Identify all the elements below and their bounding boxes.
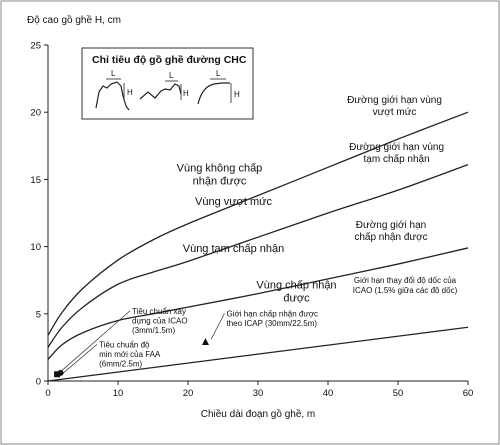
region-excessive: Vùng vượt mức xyxy=(195,196,272,208)
y-tick-label: 25 xyxy=(30,41,41,52)
point-faa xyxy=(57,369,64,376)
region-unacceptable: Vùng không chấp nhận được xyxy=(177,162,263,187)
region-excessive-line: Vùng vượt mức xyxy=(195,196,272,208)
region-tolerable-line: Vùng tạm chấp nhận xyxy=(183,243,285,255)
note-faa-leader xyxy=(63,344,98,374)
label-excessive-limit: Đường giới hạn vùng vượt mức xyxy=(347,95,442,118)
inset-label-h-1: H xyxy=(127,88,133,97)
series-line-2 xyxy=(47,164,469,348)
inset-label-h-2: H xyxy=(183,89,189,98)
region-unacceptable-line: Vùng không chấp xyxy=(177,162,263,174)
roughness-criteria-inset: Chỉ tiêu độ gồ ghề đường CHC L H L H L H xyxy=(81,47,254,120)
label-excessive-limit-line: vượt mức xyxy=(373,107,417,118)
y-axis-title: Độ cao gồ ghề H, cm xyxy=(27,14,121,26)
region-acceptable: Vùng chấp nhận được xyxy=(256,279,336,304)
x-tick-label: 20 xyxy=(183,388,194,399)
note-icap-leader xyxy=(210,313,225,340)
note-icao: Tiêu chuẩn xây dựng của ICAO (3mm/1.5m) xyxy=(132,307,188,335)
note-faa: Tiêu chuẩn độ min mới của FAA (6mm/2.5m) xyxy=(99,340,161,368)
note-icap: Giới hạn chấp nhận được theo ICAP (30mm/2… xyxy=(227,309,318,328)
label-acceptable-limit-line: chấp nhận được xyxy=(354,231,427,243)
inset-label-l-2: L xyxy=(169,71,174,80)
inset-label-h-3: H xyxy=(234,90,240,99)
x-tick-label: 0 xyxy=(45,388,50,399)
note-icao-leader xyxy=(58,310,131,374)
inset-label-l-3: L xyxy=(216,69,221,78)
label-acceptable-limit-line: Đường giới hạn xyxy=(356,220,426,231)
axes: 0 10 20 30 40 50 60 0 5 10 15 20 25 xyxy=(30,41,473,400)
region-tolerable: Vùng tạm chấp nhận xyxy=(183,243,285,255)
note-faa-line: (6mm/2.5m) xyxy=(99,359,142,368)
curves xyxy=(47,111,469,382)
inset-title: Chỉ tiêu độ gồ ghề đường CHC xyxy=(92,54,247,66)
note-faa-line: min mới của FAA xyxy=(99,350,161,359)
label-tolerable-limit-line: Đường giới hạn vùng xyxy=(349,142,444,153)
series-line-4 xyxy=(47,326,469,382)
label-tolerable-limit: Đường giới hạn vùng tạm chấp nhận xyxy=(349,142,444,165)
x-tick-label: 40 xyxy=(323,388,334,399)
note-icao-line: (3mm/1.5m) xyxy=(132,326,175,335)
note-icap-line: Giới hạn chấp nhận được xyxy=(227,309,318,318)
label-tolerable-limit-line: tạm chấp nhận xyxy=(364,153,430,165)
series-line-1 xyxy=(47,111,469,336)
region-acceptable-line: Vùng chấp nhận xyxy=(256,279,336,291)
x-tick-label: 30 xyxy=(253,388,264,399)
label-icao-slope-line: Giới hạn thay đổi độ dốc của xyxy=(354,276,457,285)
inset-label-l-1: L xyxy=(111,69,116,78)
y-tick-label: 5 xyxy=(36,309,41,320)
point-icap xyxy=(202,338,209,346)
chart-labels: Vùng không chấp nhận được Vùng vượt mức Vùn… xyxy=(58,95,458,374)
inset-sketch-3 xyxy=(197,82,230,105)
note-faa-line: Tiêu chuẩn độ xyxy=(99,340,150,349)
note-icap-line: theo ICAP (30mm/22.5m) xyxy=(227,319,318,328)
note-icao-line: Tiêu chuẩn xây xyxy=(132,307,186,316)
note-icao-line: dựng của ICAO xyxy=(132,316,188,325)
region-unacceptable-line: nhận được xyxy=(193,175,247,187)
x-tick-label: 60 xyxy=(463,388,474,399)
label-acceptable-limit: Đường giới hạn chấp nhận được xyxy=(354,220,427,243)
y-tick-label: 15 xyxy=(30,175,41,186)
region-acceptable-line: được xyxy=(283,292,310,304)
point-icao xyxy=(54,371,61,378)
inset-sketch-1 xyxy=(95,81,130,111)
label-icao-slope: Giới hạn thay đổi độ dốc của ICAO (1.5% g… xyxy=(353,276,458,295)
x-axis-title: Chiều dài đoạn gồ ghề, m xyxy=(201,408,316,420)
y-tick-label: 20 xyxy=(30,108,41,119)
label-icao-slope-line: ICAO (1.5% giữa các độ dốc) xyxy=(353,286,458,295)
inset-sketch-2 xyxy=(139,83,182,100)
y-tick-label: 10 xyxy=(30,242,41,253)
data-points xyxy=(54,338,209,378)
series-line-3 xyxy=(47,247,469,360)
y-tick-label: 0 xyxy=(36,377,41,388)
x-tick-label: 10 xyxy=(113,388,124,399)
x-tick-label: 50 xyxy=(393,388,404,399)
label-excessive-limit-line: Đường giới hạn vùng xyxy=(347,95,442,106)
